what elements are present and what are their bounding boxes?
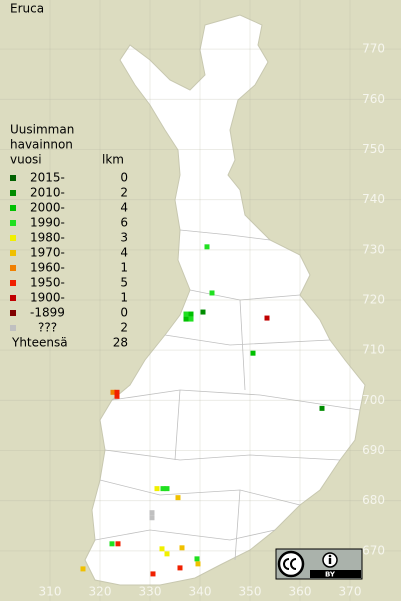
legend-label: 1960-: [30, 261, 65, 275]
legend-count: 0: [120, 171, 128, 185]
y-tick-label: 670: [362, 543, 385, 557]
legend-label: 1900-: [30, 291, 65, 305]
legend-label: 1980-: [30, 231, 65, 245]
legend-count: 4: [120, 246, 128, 260]
legend-swatch: [10, 280, 16, 286]
observation: [149, 510, 155, 516]
by-glyph-head: [328, 554, 332, 558]
legend-label: 2000-: [30, 201, 65, 215]
legend-count-header: lkm: [102, 153, 124, 167]
legend-title: vuosi: [10, 153, 42, 167]
legend-count: 3: [120, 231, 128, 245]
x-tick-label: 310: [39, 585, 62, 599]
license-badge: BY: [275, 548, 363, 580]
y-tick-label: 690: [362, 443, 385, 457]
cc-glyph: [283, 558, 297, 570]
y-tick-label: 720: [362, 293, 385, 307]
x-tick-label: 370: [339, 585, 362, 599]
country-outline: [84, 14, 366, 586]
observation: [194, 556, 200, 562]
legend-count: 2: [120, 186, 128, 200]
legend-total: 28: [113, 336, 128, 350]
y-tick-label: 750: [362, 142, 385, 156]
legend-count: 5: [120, 276, 128, 290]
legend-swatch: [10, 205, 16, 211]
observation: [160, 486, 166, 492]
legend-title: havainnon: [10, 138, 73, 152]
by-glyph: [328, 558, 332, 564]
legend-swatch: [10, 310, 16, 316]
legend-swatch: [10, 190, 16, 196]
legend-label: 1970-: [30, 246, 65, 260]
x-tick-label: 320: [89, 585, 112, 599]
observation: [264, 315, 270, 321]
observation: [164, 486, 170, 492]
y-tick-label: 760: [362, 92, 385, 106]
region-borders: [94, 229, 361, 561]
observation: [188, 316, 194, 322]
legend-count: 0: [120, 306, 128, 320]
observations: [80, 244, 325, 577]
observation: [150, 571, 156, 577]
legend-swatch: [10, 325, 16, 331]
y-tick-label: 680: [362, 493, 385, 507]
observation: [183, 316, 189, 322]
observation: [159, 546, 165, 552]
observation: [80, 566, 86, 572]
observation: [114, 393, 120, 399]
legend-swatch: [10, 250, 16, 256]
legend-count: 1: [120, 261, 128, 275]
observation: [175, 495, 181, 501]
x-tick-label: 330: [139, 585, 162, 599]
observation: [319, 405, 325, 411]
legend-swatch: [10, 235, 16, 241]
x-tick-label: 350: [239, 585, 262, 599]
legend-label: 1950-: [30, 276, 65, 290]
legend-count: 2: [120, 321, 128, 335]
y-tick-label: 740: [362, 192, 385, 206]
x-tick-label: 360: [289, 585, 312, 599]
badge-label: BY: [325, 571, 336, 579]
observation: [179, 545, 185, 551]
observation: [177, 565, 183, 571]
map-title: Eruca: [10, 2, 44, 16]
observation: [183, 311, 189, 317]
observation: [204, 244, 210, 250]
y-tick-label: 730: [362, 242, 385, 256]
legend-count: 4: [120, 201, 128, 215]
legend-total-label: Yhteensä: [11, 336, 68, 350]
legend-label: -1899: [30, 306, 65, 320]
observation: [114, 389, 120, 395]
observation: [200, 309, 206, 315]
observation: [209, 290, 215, 296]
legend-swatch: [10, 295, 16, 301]
legend-label: 2015-: [30, 171, 65, 185]
legend-count: 1: [120, 291, 128, 305]
badge-strip: [310, 570, 361, 578]
observation: [164, 551, 170, 557]
y-tick-label: 770: [362, 42, 385, 56]
observation: [250, 350, 256, 356]
x-tick-label: 340: [189, 585, 212, 599]
observation: [109, 541, 115, 547]
legend-count: 6: [120, 216, 128, 230]
legend-swatch: [10, 175, 16, 181]
legend-label: 2010-: [30, 186, 65, 200]
legend-swatch: [10, 220, 16, 226]
observation: [149, 515, 155, 521]
y-tick-label: 700: [362, 393, 385, 407]
legend-label: ???: [38, 321, 57, 335]
observation: [154, 486, 160, 492]
legend-swatch: [10, 265, 16, 271]
y-tick-label: 710: [362, 343, 385, 357]
observation: [195, 561, 201, 567]
legend-label: 1990-: [30, 216, 65, 230]
observation: [110, 389, 116, 395]
observation: [188, 311, 194, 317]
legend-title: Uusimman: [10, 123, 74, 137]
observation: [115, 541, 121, 547]
